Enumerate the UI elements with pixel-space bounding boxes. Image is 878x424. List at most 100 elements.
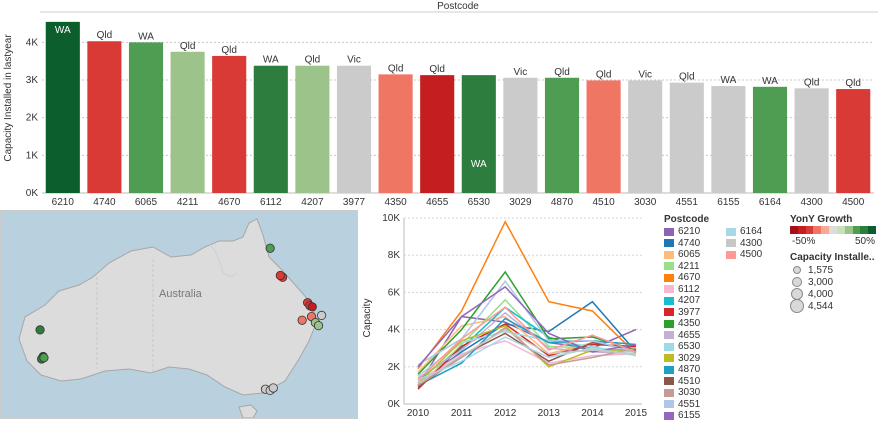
map-point[interactable]	[35, 325, 45, 335]
line-x-tick-label: 2014	[581, 408, 604, 419]
bar-chart-panel: Postcode Capacity Installed in lastyear …	[0, 0, 878, 210]
bar-x-tick-label: 6164	[759, 197, 782, 208]
line-chart-x-ticks: 2010 2011 2012 2013 2014 2015	[407, 408, 648, 419]
bar-x-tick-label: 4870	[551, 197, 574, 208]
postcode-legend-label: 6155	[678, 410, 701, 421]
bar-x-tick-label: 4500	[842, 197, 865, 208]
postcode-legend-item[interactable]: 6065	[664, 249, 700, 260]
bar-chart-y-axis-label: Capacity Installed in lastyear	[3, 34, 14, 162]
bar[interactable]	[836, 89, 871, 193]
line-series[interactable]	[417, 317, 637, 387]
bar[interactable]	[378, 74, 413, 193]
postcode-legend-item[interactable]: 3977	[664, 307, 700, 318]
postcode-legend-label: 3029	[678, 352, 701, 364]
growth-ramp-step	[829, 226, 837, 234]
size-legend-circle	[790, 299, 804, 313]
line-x-tick-label: 2012	[494, 408, 517, 419]
postcode-legend-item[interactable]: 3029	[664, 353, 700, 364]
bar[interactable]	[87, 41, 122, 193]
postcode-legend-label: 6164	[740, 226, 763, 237]
postcode-legend-item[interactable]: 6155	[664, 410, 700, 421]
line-y-tick-label: 0K	[388, 399, 401, 410]
postcode-legend-swatch	[664, 285, 674, 293]
bar[interactable]	[420, 75, 455, 193]
australia-landmass	[18, 218, 318, 396]
bar-chart-x-ticks: 6210 4740 6065 4211 4670 6112 4207 3977 4350 4655…	[52, 197, 865, 208]
postcode-legend-item[interactable]: 4510	[664, 376, 700, 387]
bar[interactable]	[752, 86, 788, 193]
postcode-legend-item[interactable]: 4300	[726, 238, 762, 249]
bar-x-tick-label: 4510	[592, 197, 615, 208]
bar-x-tick-label: 6155	[717, 197, 740, 208]
growth-ramp-step	[821, 226, 830, 234]
map-point[interactable]	[265, 243, 275, 253]
map-point[interactable]	[39, 353, 49, 363]
bar-chart-bars: WA Qld WA Qld Qld WA Qld Vic Qld Qld WA Vic Qld Qld Vi…	[45, 21, 871, 194]
postcode-legend-item[interactable]: 4670	[664, 272, 700, 283]
growth-ramp-step	[805, 226, 814, 234]
bar-state-label: Vic	[638, 69, 652, 80]
postcode-legend-item[interactable]: 4655	[664, 330, 700, 341]
map-point[interactable]	[268, 383, 278, 393]
bar[interactable]	[794, 88, 829, 193]
bar[interactable]	[336, 65, 372, 193]
postcode-legend-label: 6210	[678, 226, 701, 237]
postcode-legend-item[interactable]: 6530	[664, 341, 700, 352]
map-point[interactable]	[317, 310, 327, 320]
line-series[interactable]	[417, 336, 637, 381]
bar-state-label: WA	[721, 75, 737, 86]
map-point[interactable]	[313, 321, 324, 331]
map-point[interactable]	[275, 270, 285, 281]
postcode-legend-item[interactable]: 3030	[664, 387, 700, 398]
postcode-legend-item[interactable]: 4870	[664, 364, 700, 375]
map-panel[interactable]: Australia	[0, 210, 358, 419]
bar[interactable]	[461, 75, 496, 193]
line-series[interactable]	[417, 220, 637, 370]
postcode-legend-label: 6530	[678, 341, 701, 352]
map-point[interactable]	[297, 315, 307, 325]
growth-legend-title: YonY Growth	[790, 214, 853, 225]
size-legend-title: Capacity Installe..	[790, 252, 875, 263]
bar[interactable]	[669, 82, 704, 193]
australia-map[interactable]: Australia	[1, 211, 357, 418]
bar[interactable]	[295, 65, 330, 193]
map-point[interactable]	[307, 302, 317, 312]
postcode-legend-swatch	[726, 250, 736, 259]
postcode-legend[interactable]: 6210 4740 6065 4211 4670 6112 4207 3977 4350 4655…	[664, 226, 786, 421]
postcode-legend-swatch	[664, 400, 674, 408]
postcode-legend-item[interactable]: 4551	[664, 399, 700, 410]
line-series[interactable]	[417, 323, 637, 390]
postcode-legend-item[interactable]: 6164	[726, 226, 762, 237]
line-series[interactable]	[417, 270, 637, 375]
bar[interactable]	[628, 80, 663, 193]
bar-x-tick-label: 4300	[800, 197, 823, 208]
map-points[interactable]	[35, 243, 327, 395]
bar[interactable]	[586, 80, 621, 193]
bar[interactable]	[503, 77, 538, 193]
bar[interactable]	[253, 65, 288, 193]
bar[interactable]	[170, 51, 205, 193]
line-series[interactable]	[417, 328, 637, 385]
postcode-legend-swatch	[664, 239, 674, 247]
postcode-legend-item[interactable]: 4207	[664, 295, 700, 306]
bar[interactable]	[212, 55, 247, 194]
bar-chart-gridlines	[42, 41, 874, 194]
line-series[interactable]	[417, 326, 637, 387]
bar-x-tick-label: 6112	[260, 197, 282, 208]
bar[interactable]	[711, 86, 746, 193]
growth-ramp-step	[836, 226, 845, 234]
bar[interactable]	[45, 21, 80, 193]
line-series[interactable]	[417, 306, 637, 381]
bar-x-tick-label: 6210	[52, 197, 75, 208]
line-series[interactable]	[417, 300, 637, 385]
postcode-legend-item[interactable]: 6210	[664, 226, 700, 237]
postcode-legend-item[interactable]: 6112	[664, 284, 700, 295]
bar-state-label: Vic	[347, 55, 361, 66]
bar[interactable]	[544, 77, 580, 193]
postcode-legend-item[interactable]: 4740	[664, 238, 700, 249]
postcode-legend-item[interactable]: 4211	[664, 261, 700, 272]
postcode-legend-item[interactable]: 4500	[726, 249, 762, 260]
postcode-legend-item[interactable]: 4350	[664, 318, 700, 329]
bar[interactable]	[128, 42, 164, 194]
bar-y-tick-label: 3K	[26, 75, 39, 86]
